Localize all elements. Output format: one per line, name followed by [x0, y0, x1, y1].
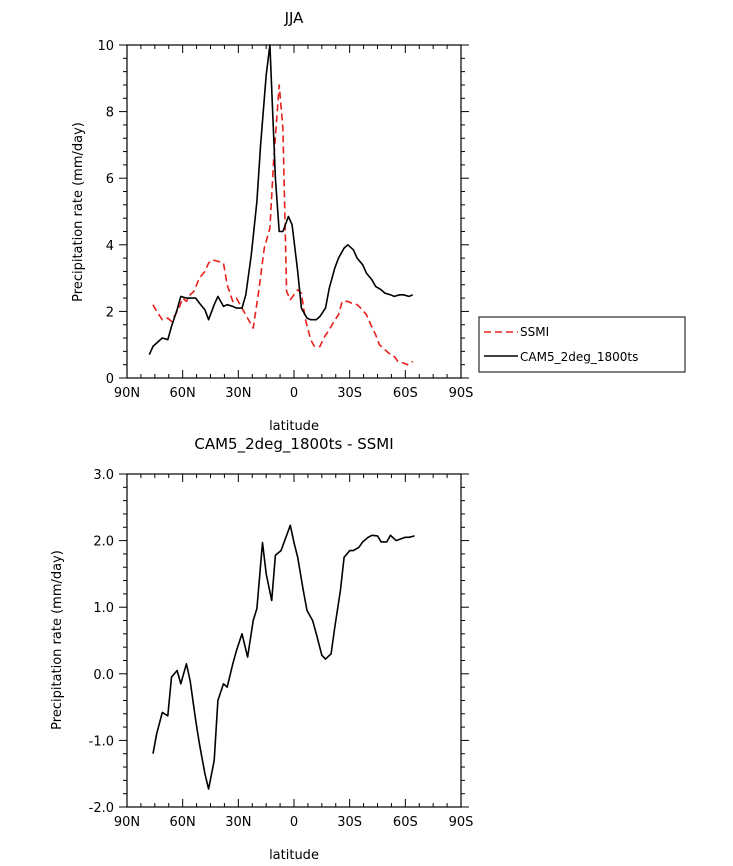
- top-x-tick-label: 0: [290, 386, 298, 401]
- top-series-line-ssmi: [152, 84, 414, 366]
- top-axis-ticks: 90N 60N 30N 0 30S 60S 90S 0 2 4 6 8 10: [97, 39, 473, 401]
- top-x-axis-label: latitude: [269, 419, 319, 434]
- bottom-y-axis-label: Precipitation rate (mm/day): [50, 550, 65, 730]
- top-y-tick-label: 4: [106, 239, 114, 254]
- bottom-x-tick-label: 90N: [114, 815, 140, 830]
- top-plot-frame: [126, 44, 462, 379]
- bottom-y-tick-label: 1.0: [93, 601, 114, 616]
- top-chart-title: JJA: [284, 9, 305, 27]
- top-x-tick-label: 60N: [170, 386, 196, 401]
- bottom-x-tick-label: 60S: [393, 815, 418, 830]
- bottom-y-tick-label: 2.0: [93, 535, 114, 550]
- legend-box: [478, 316, 686, 373]
- legend: SSMI CAM5_2deg_1800ts: [478, 316, 686, 373]
- legend-label-cam5: CAM5_2deg_1800ts: [520, 350, 638, 364]
- bottom-series-line-0: [152, 524, 415, 790]
- bottom-x-tick-label: 0: [290, 815, 298, 830]
- top-y-tick-label: 8: [106, 106, 114, 121]
- bottom-x-tick-label: 90S: [449, 815, 474, 830]
- top-y-tick-label: 10: [97, 39, 114, 54]
- top-y-axis-label: Precipitation rate (mm/day): [71, 122, 86, 302]
- bottom-y-tick-label: -1.0: [89, 734, 114, 749]
- bottom-plot-frame: [126, 473, 462, 808]
- top-x-tick-label: 90S: [449, 386, 474, 401]
- bottom-y-tick-label: 0.0: [93, 668, 114, 683]
- bottom-y-tick-label: 3.0: [93, 468, 114, 483]
- top-x-tick-label: 90N: [114, 386, 140, 401]
- top-x-tick-label: 30S: [337, 386, 362, 401]
- top-series-group: [148, 44, 414, 366]
- bottom-y-tick-label: -2.0: [89, 801, 114, 816]
- bottom-x-tick-label: 30S: [337, 815, 362, 830]
- top-y-tick-label: 6: [106, 172, 114, 187]
- top-y-tick-label: 0: [106, 372, 114, 387]
- legend-label-ssmi: SSMI: [520, 325, 549, 339]
- bottom-chart-title: CAM5_2deg_1800ts - SSMI: [194, 435, 393, 454]
- top-x-tick-label: 30N: [225, 386, 251, 401]
- top-y-tick-label: 2: [106, 305, 114, 320]
- bottom-x-tick-label: 60N: [170, 815, 196, 830]
- bottom-axis-ticks: 90N 60N 30N 0 30S 60S 90S -2.0 -1.0 0.0 1.0 2.0 3.0: [89, 468, 474, 830]
- bottom-series-group: [152, 524, 415, 790]
- bottom-x-tick-label: 30N: [225, 815, 251, 830]
- top-x-tick-label: 60S: [393, 386, 418, 401]
- top-series-line-cam5-2deg-1800ts: [148, 44, 414, 356]
- bottom-x-axis-label: latitude: [269, 848, 319, 863]
- bottom-panel: CAM5_2deg_1800ts - SSMI 90N 60N 30N 0 30S 60S…: [50, 435, 473, 863]
